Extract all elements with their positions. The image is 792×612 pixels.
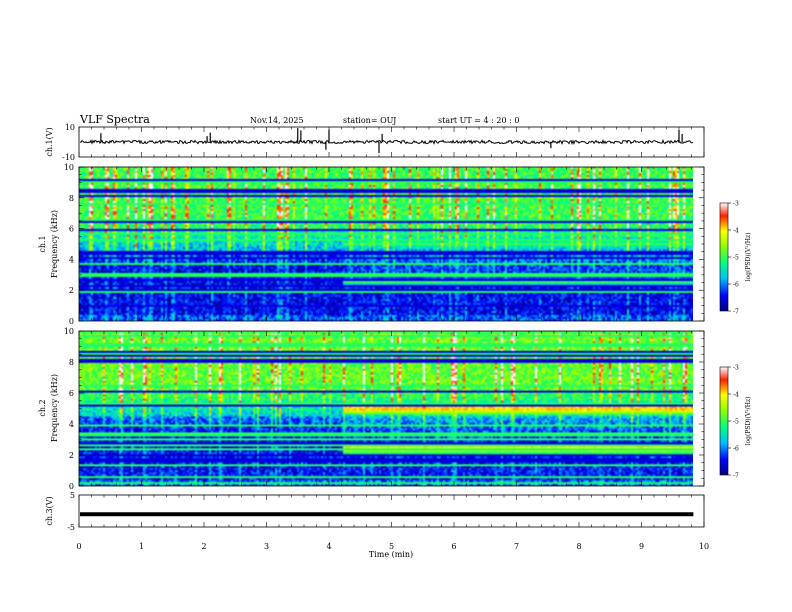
ch1-ytick-top: 10: [65, 123, 75, 132]
ch2-ytick-group: 0 2 4 6 8 10: [64, 327, 704, 491]
ch1-ytick-bottom: -10: [62, 153, 75, 162]
ch1-spec-ylabel-channel: ch.1: [38, 235, 47, 252]
ch2-spec-xtick-group: [78, 331, 705, 486]
ch2-spectrogram-image: [79, 331, 693, 486]
ch1-ytick-group: 0 2 4 6 8 10: [64, 163, 704, 326]
colorbar-tick-label: -6: [733, 446, 739, 453]
ch3-ytick-bottom: -5: [67, 523, 75, 532]
ch3-ytick-top: 5: [70, 491, 75, 500]
freq-tick-label: 0: [69, 482, 74, 491]
ch1-waveform-panel: 10 -10 ch.1(V): [45, 123, 705, 162]
ch2-spec-ylabel-frequency: Frequency (kHz): [50, 374, 59, 442]
colorbar-tick-label: -4: [733, 392, 739, 399]
ch2-spec-ylabel-channel: ch.2: [38, 399, 47, 416]
ch1-colorbar: -3 -4 -5 -6 -7 log(PSD)(V²/Hz): [719, 201, 752, 316]
ch3-xtick-group: [78, 495, 705, 527]
ch1-spec-xtick-group: [78, 167, 705, 321]
freq-tick-label: 0: [69, 317, 74, 326]
freq-tick-label: 4: [69, 420, 74, 429]
colorbar-tick-label: -3: [733, 201, 739, 208]
x-tick-label: 4: [326, 542, 331, 551]
colorbar-tick-label: -7: [733, 309, 739, 316]
x-axis-label: Time (min): [369, 550, 413, 559]
freq-tick-label: 8: [69, 194, 74, 203]
freq-tick-label: 6: [69, 225, 74, 234]
ch3-ylabel: ch.3(V): [45, 496, 54, 525]
colorbar-tick-label: -3: [733, 365, 739, 372]
freq-tick-label: 8: [69, 358, 74, 367]
colorbar-tick-label: -5: [733, 419, 739, 426]
colorbar-tick-label: -5: [733, 255, 739, 262]
x-tick-label: 0: [76, 542, 81, 551]
ch1-spike-group: [100, 128, 683, 154]
ch2-spectrogram-panel: 0 2 4 6 8 10 ch.2 Frequency (kHz) -3 -4 -5 -6 -7 …: [38, 327, 752, 491]
ch3-waveform-frame: [78, 494, 705, 528]
ch1-spectrogram-panel: 0 2 4 6 8 10 ch.1 Frequency (kHz) -3 -4 -5 -6 -7 …: [38, 163, 752, 326]
freq-tick-label: 6: [69, 389, 74, 398]
ch1-colorbar-ticks: -3 -4 -5 -6 -7: [728, 201, 739, 316]
ch2-colorbar-label: log(PSD)(V²/Hz): [745, 397, 752, 446]
x-tick-label: 5: [389, 542, 394, 551]
x-tick-label: 3: [264, 542, 269, 551]
colorbar-tick-label: -4: [733, 228, 739, 235]
freq-tick-label: 10: [64, 163, 74, 172]
freq-tick-label: 10: [64, 327, 74, 336]
colorbar-tick-label: -6: [733, 282, 739, 289]
freq-tick-label: 4: [69, 255, 74, 264]
ch1-spectrogram-image: [79, 167, 693, 321]
freq-tick-label: 2: [69, 451, 74, 460]
x-tick-label: 10: [699, 542, 709, 551]
x-tick-label: 2: [201, 542, 206, 551]
ch3-waveform-panel: 5 -5 ch.3(V) 0 1 2 3 4 5 6 7 8 9 10 Time (min): [45, 491, 709, 559]
ch1-trace: [79, 139, 694, 146]
station-label: station= OUJ: [343, 116, 396, 125]
colorbar-tick-label: -7: [733, 473, 739, 480]
date-label: Nov.14, 2025: [250, 116, 304, 125]
ch1-xtick-group: [78, 127, 705, 157]
freq-tick-label: 2: [69, 286, 74, 295]
start-ut-label: start UT = 4 : 20 : 0: [438, 116, 519, 125]
ch1-colorbar-label: log(PSD)(V²/Hz): [745, 233, 752, 282]
x-tick-label: 1: [139, 542, 144, 551]
ch2-colorbar-ticks: -3 -4 -5 -6 -7: [728, 365, 739, 480]
ch1-ylabel: ch.1(V): [45, 127, 54, 156]
x-tick-label: 8: [576, 542, 581, 551]
figure-title: VLF Spectra: [79, 113, 150, 126]
x-axis-tick-labels: 0 1 2 3 4 5 6 7 8 9 10: [76, 542, 709, 551]
ch2-colorbar-scale: [719, 366, 729, 476]
ch1-spec-ylabel-frequency: Frequency (kHz): [50, 210, 59, 278]
ch1-colorbar-scale: [719, 202, 729, 312]
x-tick-label: 7: [514, 542, 519, 551]
x-tick-label: 6: [451, 542, 456, 551]
x-tick-label: 9: [639, 542, 644, 551]
ch2-colorbar: -3 -4 -5 -6 -7 log(PSD)(V²/Hz): [719, 365, 752, 480]
